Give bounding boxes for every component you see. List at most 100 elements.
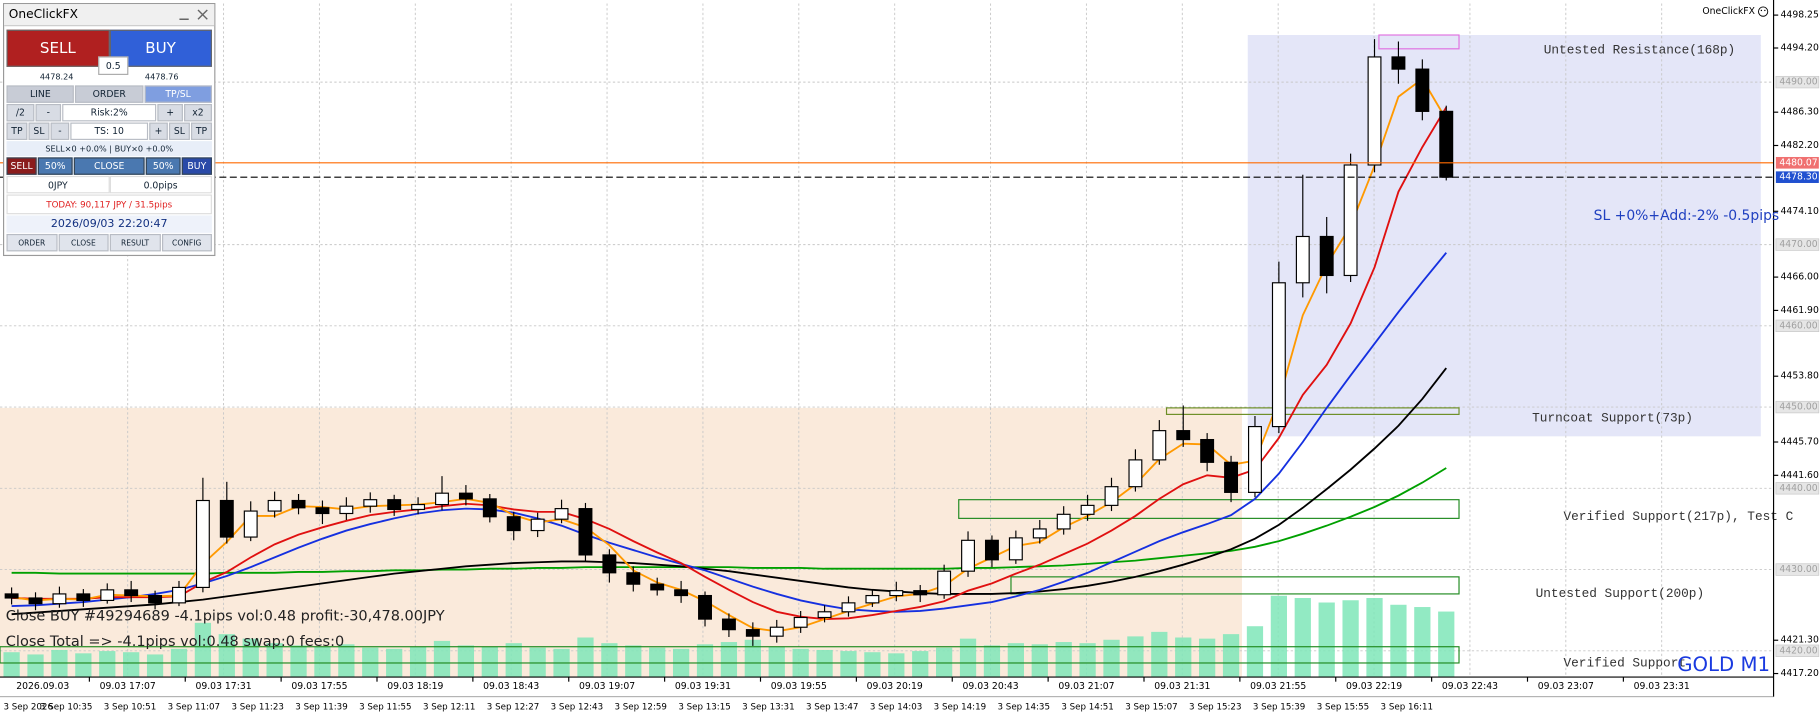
candle-body <box>1247 425 1262 493</box>
level-label: 4430.00 <box>1779 564 1817 575</box>
volume-bar <box>290 645 307 678</box>
tp-button[interactable]: TP <box>191 122 212 140</box>
volume-bar <box>123 652 140 678</box>
x-tick-label: 09.03 23:07 <box>1538 681 1594 692</box>
candle-body <box>1080 504 1095 515</box>
today-result: TODAY: 90,117 JPY / 31.5pips <box>6 194 212 215</box>
plus-button[interactable]: + <box>157 103 183 122</box>
x-tick-label: 09.03 22:43 <box>1442 681 1498 692</box>
volume-bar <box>1342 600 1359 678</box>
volume-bar <box>577 637 594 678</box>
half-buy-button[interactable]: 50% <box>145 157 181 175</box>
x-tick-label-secondary: 3 Sep 11:23 <box>231 703 283 713</box>
shaded-area <box>1247 35 1761 437</box>
footer-button[interactable]: RESULT <box>109 233 161 252</box>
footer-button[interactable]: CLOSE <box>58 233 109 252</box>
volume-bar <box>601 643 618 678</box>
volume-bar <box>1103 639 1120 678</box>
x-tick-label-secondary: 3 Sep 15:23 <box>1189 703 1241 713</box>
y-tick-label: 4421.30 <box>1781 635 1819 646</box>
price-marker-label: 4478.30 <box>1779 172 1817 183</box>
level-label: 4420.00 <box>1779 645 1817 656</box>
level-label: 4470.00 <box>1779 239 1817 250</box>
x-tick-label: 09.03 17:55 <box>291 681 347 692</box>
tab[interactable]: TP/SL <box>144 85 212 103</box>
volume-bar <box>1079 643 1096 678</box>
close-buy-button[interactable]: BUY <box>181 157 212 175</box>
candle-body <box>458 492 473 500</box>
candle-body <box>913 590 928 596</box>
zone-label: Verified Support <box>1563 655 1686 670</box>
minus-button[interactable]: - <box>35 103 62 122</box>
risk-input[interactable]: Risk:2% <box>62 103 157 122</box>
x-tick-label: 09.03 22:19 <box>1346 681 1402 692</box>
quote-prices: 4478.24 4478.76 <box>4 69 214 84</box>
volume-bar <box>625 645 642 678</box>
volume-bar <box>1294 598 1311 678</box>
halve-button[interactable]: /2 <box>6 103 35 122</box>
candle-body <box>1224 461 1239 493</box>
close-sell-button[interactable]: SELL <box>6 157 37 175</box>
footer-button[interactable]: ORDER <box>6 233 57 252</box>
x-tick-label: 09.03 20:19 <box>867 681 923 692</box>
panel-header: OneClickFX <box>4 4 215 27</box>
tp-button[interactable]: TP <box>6 122 28 140</box>
x-tick-label-secondary: 3 Sep 11:07 <box>168 703 220 713</box>
ts-input[interactable]: TS: 10 <box>70 122 149 140</box>
candle-body <box>28 597 43 605</box>
tab[interactable]: ORDER <box>75 85 144 103</box>
volume-bar <box>146 654 164 678</box>
trailing-row: TP SL - TS: 10 + SL TP <box>6 122 212 140</box>
y-tick-label: 4494.20 <box>1781 43 1819 54</box>
x-tick-label-secondary: 3 Sep 12:59 <box>614 703 666 713</box>
candle-body <box>1128 459 1143 488</box>
x-tick-label-secondary: 3 Sep 13:31 <box>742 703 794 713</box>
sell-price: 4478.24 <box>39 72 74 82</box>
sl-button[interactable]: SL <box>28 122 50 140</box>
x-tick-label-secondary: 3 Sep 10:35 <box>40 703 92 713</box>
half-sell-button[interactable]: 50% <box>37 157 73 175</box>
candle-body <box>865 594 880 604</box>
tab[interactable]: LINE <box>6 85 75 103</box>
candle-body <box>148 594 163 604</box>
volume-bar <box>362 647 379 678</box>
volume-bar <box>314 646 331 678</box>
brand-icon <box>1758 6 1769 17</box>
candle-body <box>769 626 784 637</box>
lot-input[interactable]: 0.5 <box>98 56 129 75</box>
double-button[interactable]: x2 <box>184 103 212 122</box>
volume-bar <box>75 653 92 678</box>
y-tick-label: 4461.90 <box>1781 305 1819 316</box>
level-box <box>1775 75 1820 89</box>
x-tick-label-secondary: 3 Sep 11:39 <box>295 703 347 713</box>
plus-button[interactable]: + <box>149 122 168 140</box>
level-label: 4490.00 <box>1779 77 1817 88</box>
volume-bar <box>1199 638 1216 678</box>
volume-bar <box>888 653 905 678</box>
level-box <box>1775 319 1820 332</box>
close-button[interactable] <box>197 9 208 20</box>
zone-box <box>1165 407 1460 415</box>
zone-label: Verified Support(217p), Test C <box>1563 509 1793 524</box>
x-tick-label-secondary: 3 Sep 15:39 <box>1253 703 1305 713</box>
candle-body <box>363 499 378 507</box>
footer-button[interactable]: CONFIG <box>161 233 212 252</box>
candle-body <box>961 539 975 572</box>
minus-button[interactable]: - <box>50 122 70 140</box>
candle-body <box>1200 438 1215 463</box>
x-tick-label-secondary: 3 Sep 16:11 <box>1381 703 1433 713</box>
sl-button[interactable]: SL <box>168 122 190 140</box>
level-box <box>1775 644 1820 657</box>
candle-body <box>721 618 736 631</box>
sell-button[interactable]: SELL <box>6 29 110 67</box>
volume-bar <box>744 639 761 678</box>
volume-bar <box>1438 611 1455 678</box>
candle-body <box>52 593 67 605</box>
trade-comment: Close BUY #49294689 -4.1pips vol:0.48 pr… <box>6 609 445 625</box>
candle-body <box>1152 430 1167 461</box>
candle-body <box>4 593 19 599</box>
price-marker-label: 4480.07 <box>1779 157 1817 168</box>
x-tick-label-secondary: 3 Sep 15:55 <box>1317 703 1369 713</box>
candle-body <box>984 539 999 561</box>
close-all-button[interactable]: CLOSE <box>73 157 145 175</box>
